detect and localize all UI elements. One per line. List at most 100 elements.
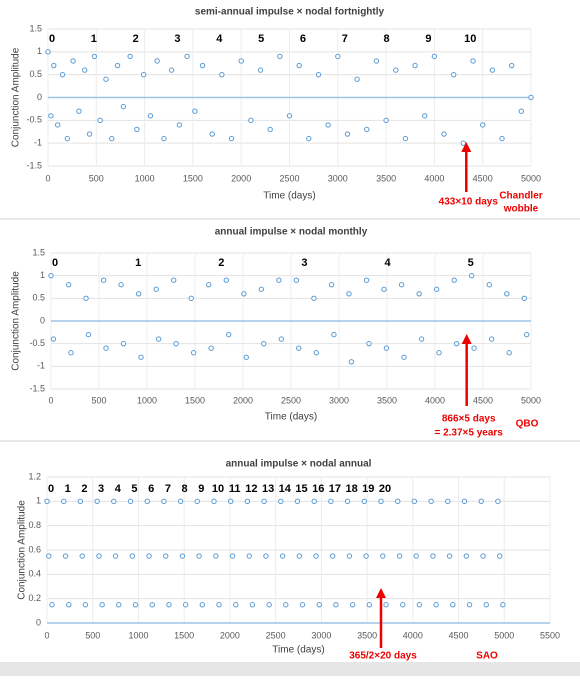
point xyxy=(400,602,406,608)
point xyxy=(333,602,339,608)
y-axis-label: Conjunction Amplitude xyxy=(17,500,28,600)
point xyxy=(466,602,473,608)
point xyxy=(393,67,399,73)
y-tick-label: 0 xyxy=(37,92,42,102)
point xyxy=(49,602,55,608)
point xyxy=(140,71,147,78)
cycle-label: 8 xyxy=(384,33,390,45)
point xyxy=(328,282,335,288)
x-tick-label: 1500 xyxy=(174,630,194,640)
y-tick-label: 1.5 xyxy=(32,247,45,257)
point xyxy=(103,76,109,82)
point xyxy=(296,345,302,351)
point xyxy=(283,602,289,608)
point xyxy=(79,553,85,559)
point xyxy=(50,336,57,342)
point xyxy=(518,108,525,114)
cycle-label: 4 xyxy=(216,33,223,45)
point xyxy=(500,602,506,608)
point xyxy=(134,126,140,133)
x-axis-label: Time (days) xyxy=(272,645,324,656)
point xyxy=(366,340,372,347)
point xyxy=(495,498,501,505)
cycle-label: 0 xyxy=(52,257,58,269)
point xyxy=(64,135,71,142)
point xyxy=(528,94,534,101)
x-tick-label: 4500 xyxy=(473,395,493,405)
x-tick-label: 0 xyxy=(44,630,49,640)
arrow-head xyxy=(461,142,472,152)
point xyxy=(82,602,89,608)
point xyxy=(383,602,389,608)
cycle-label: 0 xyxy=(49,33,55,45)
point xyxy=(306,135,312,142)
point xyxy=(316,602,322,608)
x-tick-label: 500 xyxy=(85,630,100,640)
point xyxy=(54,122,61,128)
point xyxy=(182,602,189,608)
point xyxy=(380,553,386,559)
point xyxy=(293,277,300,283)
cycle-label: 6 xyxy=(148,483,154,495)
point xyxy=(266,602,272,608)
point xyxy=(506,350,512,356)
point xyxy=(176,122,183,128)
x-tick-label: 5000 xyxy=(494,630,514,640)
point xyxy=(76,108,82,114)
point xyxy=(173,340,179,347)
cycle-label: 3 xyxy=(301,257,307,269)
y-tick-label: -1.5 xyxy=(29,383,45,393)
x-tick-label: 500 xyxy=(91,395,106,405)
point xyxy=(363,553,369,559)
point xyxy=(478,498,484,505)
point xyxy=(364,126,370,133)
arrow-head xyxy=(461,334,472,344)
point xyxy=(412,62,418,69)
point xyxy=(418,336,425,342)
point xyxy=(48,113,54,119)
cycle-label: 3 xyxy=(174,33,180,45)
point xyxy=(209,131,215,137)
y-tick-label: 1.2 xyxy=(28,471,41,481)
point xyxy=(311,295,317,302)
x-tick-label: 3500 xyxy=(357,630,377,640)
y-tick-label: 0.4 xyxy=(28,569,41,579)
point xyxy=(278,498,284,505)
point xyxy=(470,58,476,64)
point xyxy=(168,67,175,73)
point xyxy=(521,295,527,302)
x-tick-label: 4000 xyxy=(424,173,444,183)
y-tick-label: -0.5 xyxy=(29,338,45,348)
y-tick-label: 1 xyxy=(36,496,41,506)
point xyxy=(263,553,269,559)
point xyxy=(179,553,186,559)
arrow-label: 866×5 days xyxy=(442,414,496,425)
point xyxy=(96,553,102,559)
point xyxy=(68,350,74,356)
point xyxy=(453,340,460,347)
point xyxy=(411,498,418,505)
point xyxy=(431,53,438,60)
chart-title: semi-annual impulse × nodal fortnightly xyxy=(195,7,385,18)
point xyxy=(127,498,134,505)
point xyxy=(348,359,355,365)
point xyxy=(286,113,293,119)
point xyxy=(82,67,88,73)
point xyxy=(149,602,155,608)
x-tick-label: 4500 xyxy=(449,630,469,640)
point xyxy=(346,291,352,297)
point xyxy=(366,602,372,608)
point xyxy=(135,291,142,297)
point xyxy=(184,53,190,60)
point xyxy=(194,498,200,505)
point xyxy=(395,498,401,505)
cycle-label: 3 xyxy=(98,483,104,495)
cycle-label: 8 xyxy=(182,483,188,495)
point xyxy=(428,498,434,505)
point xyxy=(246,553,252,559)
point xyxy=(373,58,380,64)
point xyxy=(129,553,136,559)
cycle-label: 10 xyxy=(212,483,224,495)
y-tick-label: 0.5 xyxy=(29,69,42,79)
point xyxy=(154,58,160,64)
